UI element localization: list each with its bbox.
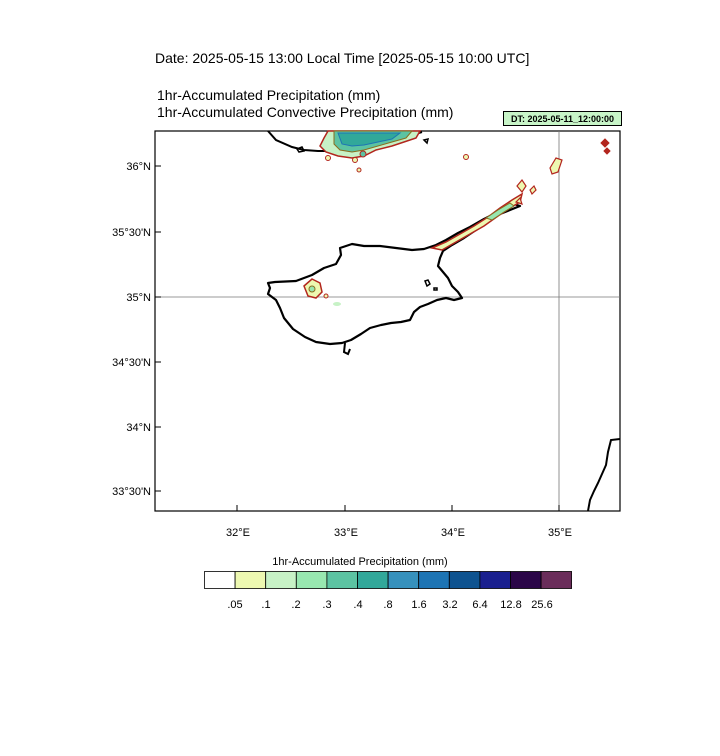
islet — [433, 287, 438, 291]
precip-cell — [603, 147, 611, 155]
precip-cell — [549, 157, 563, 175]
precip-cell — [308, 285, 316, 293]
colorbar-swatch — [265, 571, 297, 589]
lat-label: 34°N — [126, 422, 151, 434]
colorbar-swatch — [204, 571, 236, 589]
lon-label: 33°E — [334, 527, 358, 539]
levant-coastline — [587, 438, 621, 512]
colorbar-level: .4 — [353, 599, 363, 611]
lat-label: 34°30'N — [112, 357, 151, 369]
lat-label: 35°N — [126, 292, 151, 304]
lat-label: 33°30'N — [112, 486, 151, 498]
map-frame — [154, 130, 621, 512]
precip-cell — [325, 155, 331, 161]
colorbar-level: 6.4 — [472, 599, 488, 611]
precip-karpas-core — [484, 202, 515, 221]
colorbar — [204, 571, 572, 589]
precip-turkey-core — [337, 132, 402, 147]
colorbar-swatch — [479, 571, 511, 589]
colorbar-swatch — [295, 571, 328, 589]
precip-cell — [600, 138, 610, 148]
colorbar-level: 25.6 — [531, 599, 553, 611]
colorbar-swatch — [234, 571, 267, 589]
colorbar-swatch — [418, 571, 450, 589]
colorbar-level: .2 — [291, 599, 301, 611]
akamas-cape — [342, 342, 351, 356]
lon-label: 32°E — [226, 527, 250, 539]
precip-cell — [352, 157, 358, 163]
lat-label: 36°N — [126, 161, 151, 173]
islet — [295, 146, 306, 153]
field-title-precip: 1hr-Accumulated Precipitation (mm) — [157, 87, 381, 103]
colorbar-level: .3 — [322, 599, 332, 611]
colorbar-level: .8 — [383, 599, 393, 611]
colorbar-swatch — [357, 571, 389, 589]
colorbar-swatch — [540, 571, 572, 589]
lat-label: 35°30'N — [112, 227, 151, 239]
colorbar-swatch — [510, 571, 542, 589]
colorbar-title: 1hr-Accumulated Precipitation (mm) — [272, 556, 448, 568]
date-title: Date: 2025-05-15 13:00 Local Time [2025-… — [155, 50, 530, 66]
colorbar-swatch — [448, 571, 481, 589]
precip-cell — [529, 184, 537, 196]
islet — [422, 137, 430, 145]
lon-label: 35°E — [548, 527, 572, 539]
colorbar-swatch — [326, 571, 358, 589]
precip-cell — [356, 167, 362, 173]
colorbar-level: 12.8 — [500, 599, 522, 611]
precip-cell — [333, 302, 341, 306]
precip-cell — [323, 293, 329, 299]
precip-karpas — [429, 192, 524, 251]
colorbar-level: .05 — [227, 599, 243, 611]
precip-cell — [514, 196, 523, 205]
precip-cell — [516, 178, 527, 194]
precip-cell — [463, 154, 469, 160]
precip-cell — [359, 150, 367, 158]
field-title-convective: 1hr-Accumulated Convective Precipitation… — [157, 104, 454, 120]
lon-label: 34°E — [441, 527, 465, 539]
colorbar-level: 3.2 — [442, 599, 458, 611]
colorbar-level: 1.6 — [411, 599, 427, 611]
cyprus-coastline — [266, 202, 522, 346]
islet — [424, 279, 431, 288]
colorbar-level: .1 — [261, 599, 271, 611]
colorbar-swatch — [387, 571, 420, 589]
dt-badge: DT: 2025-05-11_12:00:00 — [503, 111, 622, 126]
